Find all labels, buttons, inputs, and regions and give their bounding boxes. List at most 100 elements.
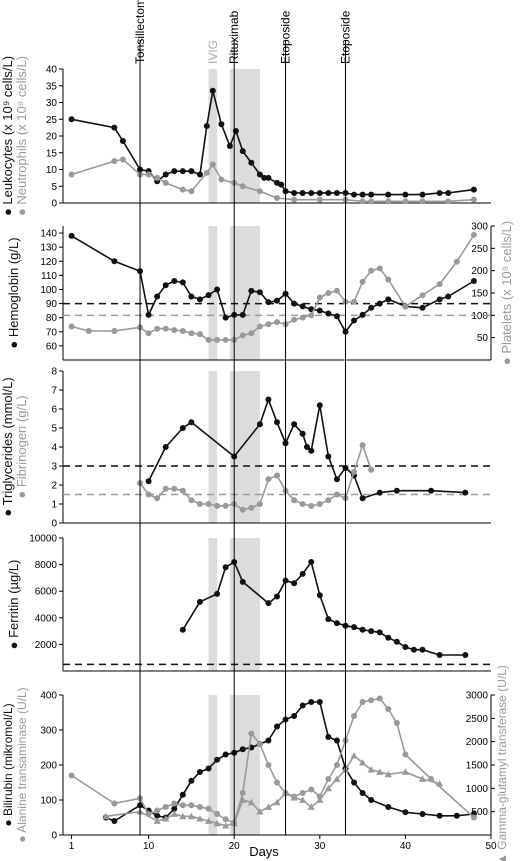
data-point xyxy=(359,790,366,796)
data-point xyxy=(171,278,178,285)
data-point xyxy=(274,297,280,304)
data-point xyxy=(308,502,315,509)
left-axis-title-secondary: ● Neutrophils (x 10⁹ cells/L) xyxy=(14,56,29,216)
data-point xyxy=(179,812,187,820)
data-point xyxy=(274,779,280,786)
data-point xyxy=(179,626,186,633)
data-point xyxy=(179,425,186,431)
data-point xyxy=(145,171,152,178)
data-point xyxy=(385,191,392,198)
y-tick-label: 120 xyxy=(40,257,57,268)
data-point xyxy=(209,161,216,168)
data-point xyxy=(333,287,340,294)
x-axis: 1 10 20 30 40 50 xyxy=(69,835,497,852)
data-point xyxy=(470,278,477,285)
panel-bilirubin: 0 100 200 300 400 500 1000 1500 2000 2500 3000 ● Bi… xyxy=(1,665,509,861)
data-point xyxy=(402,198,409,205)
data-point xyxy=(325,290,332,296)
y-tick-label: 35 xyxy=(46,81,58,92)
data-point xyxy=(436,296,443,303)
y-tick-label: 40 xyxy=(46,65,58,76)
shade-band-1-3 xyxy=(208,538,218,671)
x-tick-label: 1 xyxy=(69,841,75,852)
shade-band-2-2 xyxy=(229,371,260,523)
data-point xyxy=(402,303,409,310)
data-point xyxy=(299,790,306,796)
data-point xyxy=(308,558,315,565)
data-point xyxy=(119,156,126,163)
data-point xyxy=(179,791,186,798)
data-point xyxy=(419,198,426,205)
data-point xyxy=(290,794,298,801)
data-point xyxy=(196,296,203,303)
data-point xyxy=(316,294,323,301)
data-point xyxy=(393,487,400,494)
data-point xyxy=(436,652,443,659)
right-tick-label: 3000 xyxy=(466,691,489,702)
data-point xyxy=(333,775,341,782)
data-point xyxy=(385,276,392,283)
data-point xyxy=(196,815,204,822)
data-point xyxy=(376,629,383,636)
y-tick-label: 300 xyxy=(40,726,57,737)
data-point xyxy=(265,174,272,181)
data-point xyxy=(445,189,452,196)
data-point xyxy=(436,780,444,787)
right-tick-label: 500 xyxy=(471,807,488,818)
data-point xyxy=(239,796,247,803)
data-point xyxy=(68,171,75,178)
data-point xyxy=(68,323,75,330)
data-point xyxy=(248,330,255,337)
y-tick-label: 15 xyxy=(46,148,58,159)
left-axis-title: ● Ferritin (µg/L) xyxy=(6,560,21,650)
data-point xyxy=(265,600,272,607)
data-point xyxy=(188,802,195,809)
data-point xyxy=(384,770,392,778)
data-point xyxy=(265,321,272,328)
data-point xyxy=(196,804,203,810)
right-tick-label: 2000 xyxy=(466,737,489,748)
data-point xyxy=(445,198,452,205)
data-point xyxy=(291,189,298,196)
data-point xyxy=(196,598,203,605)
data-point xyxy=(188,188,195,195)
data-point xyxy=(308,699,315,705)
data-point xyxy=(239,746,246,753)
data-point xyxy=(205,805,212,812)
data-point xyxy=(325,497,332,504)
data-point xyxy=(205,336,212,343)
y-tick-label: 1 xyxy=(51,500,57,511)
data-point xyxy=(222,314,229,321)
data-point xyxy=(368,628,375,635)
data-point xyxy=(436,189,443,196)
data-point xyxy=(203,122,210,129)
data-point xyxy=(256,323,263,330)
data-point xyxy=(214,336,221,343)
data-point xyxy=(359,442,366,449)
data-point xyxy=(333,491,340,498)
series-line-fibrinogen xyxy=(139,444,372,511)
data-point xyxy=(325,189,332,196)
data-point xyxy=(274,319,280,326)
left-axis-title: ● Bilirubin (mikromol/L) xyxy=(1,703,15,826)
data-point xyxy=(170,810,178,817)
data-point xyxy=(368,797,375,803)
data-point xyxy=(278,181,285,188)
data-point xyxy=(209,87,216,94)
data-point xyxy=(205,292,212,299)
data-point xyxy=(265,737,272,744)
data-point xyxy=(410,646,417,653)
data-point xyxy=(299,430,306,437)
data-point xyxy=(308,447,315,454)
data-point xyxy=(162,282,169,289)
data-point xyxy=(154,812,161,819)
data-point xyxy=(226,143,233,150)
y-tick-label: 0 xyxy=(51,519,57,530)
data-point xyxy=(222,564,229,571)
y-tick-label: 110 xyxy=(41,271,57,282)
data-point xyxy=(291,316,298,323)
data-point xyxy=(218,121,225,128)
data-point xyxy=(445,293,452,300)
data-point xyxy=(213,819,221,827)
data-point xyxy=(436,812,443,819)
